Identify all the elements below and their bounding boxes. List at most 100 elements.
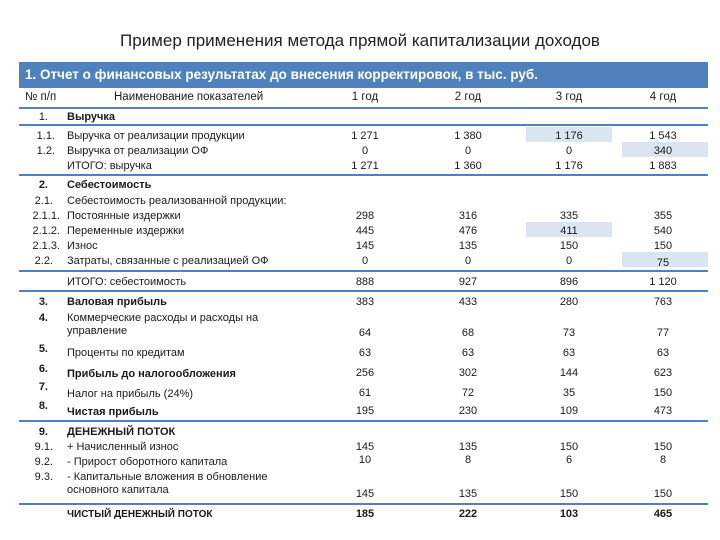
row-value: 135 <box>458 240 478 252</box>
row-num: 8. <box>38 400 48 412</box>
row-value: 75 <box>656 257 670 269</box>
header-num: № п/п <box>25 91 57 103</box>
row-separator <box>19 174 708 176</box>
row-num: 9. <box>38 426 48 438</box>
row-value: 1 271 <box>351 130 379 142</box>
row-value: 763 <box>653 296 673 308</box>
header-year-3: 3 год <box>555 91 583 103</box>
row-value: 0 <box>565 145 573 157</box>
row-value: 72 <box>461 387 475 399</box>
row-name: - Капитальные вложения в обновление осно… <box>67 471 268 496</box>
highlight-cell <box>526 127 612 142</box>
row-num: 4. <box>38 312 48 324</box>
row-name: Постоянные издержки <box>67 210 181 222</box>
row-value: 145 <box>355 240 375 252</box>
row-value: 316 <box>458 210 478 222</box>
row-separator <box>19 270 708 272</box>
row-separator <box>19 290 708 292</box>
section-banner: 1. Отчет о финансовых результатах до вне… <box>19 62 708 88</box>
row-value: 0 <box>361 255 369 267</box>
row-name: ИТОГО: выручка <box>67 160 152 172</box>
row-name: Коммерческие расходы и расходы на управл… <box>67 312 259 337</box>
row-value: 63 <box>461 347 475 359</box>
row-num: 3. <box>38 296 48 308</box>
row-value: 280 <box>559 296 579 308</box>
row-value: 298 <box>355 210 375 222</box>
row-num: 1.1. <box>36 130 55 142</box>
row-name: Проценты по кредитам <box>67 347 185 359</box>
row-num: 2.1. <box>34 195 53 207</box>
row-value: 150 <box>559 240 579 252</box>
highlight-cell <box>526 222 612 237</box>
row-value: 340 <box>653 145 673 157</box>
row-value: 1 120 <box>649 276 677 288</box>
header-year-2: 2 год <box>454 91 482 103</box>
row-name: ДЕНЕЖНЫЙ ПОТОК <box>67 426 176 438</box>
row-value: 8 <box>659 454 667 466</box>
row-name: Выручка от реализации продукции <box>67 130 245 142</box>
row-value: 465 <box>653 508 673 520</box>
header-name: Наименование показателей <box>114 91 264 103</box>
row-value: 335 <box>559 210 579 222</box>
row-value: 888 <box>355 276 375 288</box>
row-num: 9.3. <box>34 471 53 483</box>
row-name: Себестоимость реализованной продукции: <box>67 195 287 207</box>
row-value: 0 <box>464 255 472 267</box>
row-value: 433 <box>458 296 478 308</box>
row-value: 64 <box>358 327 372 339</box>
row-value: 896 <box>559 276 579 288</box>
row-value: 222 <box>458 508 478 520</box>
row-value: 150 <box>653 441 673 453</box>
row-name: - Прирост оборотного капитала <box>67 456 228 468</box>
row-num: 1.2. <box>36 145 55 157</box>
row-value: 6 <box>565 454 573 466</box>
row-value: 445 <box>355 225 375 237</box>
row-value: 1 176 <box>555 130 583 142</box>
row-value: 145 <box>355 441 375 453</box>
row-value: 927 <box>458 276 478 288</box>
row-value: 302 <box>458 367 478 379</box>
row-value: 77 <box>656 327 670 339</box>
row-value: 1 380 <box>454 130 482 142</box>
row-value: 1 176 <box>555 160 583 172</box>
row-value: 135 <box>458 488 478 500</box>
row-name: Переменные издержки <box>67 225 185 237</box>
row-num: 2.1.3. <box>32 240 60 252</box>
row-value: 230 <box>458 405 478 417</box>
row-value: 63 <box>358 347 372 359</box>
row-name: + Начисленный износ <box>67 441 179 453</box>
row-value: 383 <box>355 296 375 308</box>
row-value: 150 <box>653 488 673 500</box>
row-name: Затраты, связанные с реализацией ОФ <box>67 255 269 267</box>
row-separator <box>19 107 708 109</box>
row-value: 355 <box>653 210 673 222</box>
row-value: 63 <box>656 347 670 359</box>
row-name: ЧИСТЫЙ ДЕНЕЖНЫЙ ПОТОК <box>67 509 213 520</box>
header-year-4: 4 год <box>649 91 677 103</box>
row-value: 1 883 <box>649 160 677 172</box>
row-separator <box>19 124 708 126</box>
row-value: 150 <box>653 240 673 252</box>
row-name: Себестоимость <box>67 179 152 191</box>
page-title: Пример применения метода прямой капитали… <box>120 31 600 50</box>
header-year-1: 1 год <box>351 91 379 103</box>
row-value: 0 <box>361 145 369 157</box>
row-value: 1 271 <box>351 160 379 172</box>
row-separator <box>19 420 708 422</box>
row-value: 476 <box>458 225 478 237</box>
row-value: 63 <box>562 347 576 359</box>
row-value: 1 543 <box>649 130 677 142</box>
row-name: Износ <box>67 240 98 252</box>
row-value: 145 <box>355 488 375 500</box>
row-value: 150 <box>653 387 673 399</box>
row-num: 6. <box>38 363 48 375</box>
row-value: 8 <box>464 454 472 466</box>
row-value: 411 <box>560 225 578 237</box>
row-name: Налог на прибыль (24%) <box>67 388 194 400</box>
row-value: 73 <box>562 327 576 339</box>
row-num: 5. <box>38 343 48 355</box>
row-num: 2.2. <box>34 255 53 267</box>
row-value: 0 <box>565 255 573 267</box>
row-name: Прибыль до налогообложения <box>67 368 236 380</box>
row-value: 35 <box>562 387 576 399</box>
